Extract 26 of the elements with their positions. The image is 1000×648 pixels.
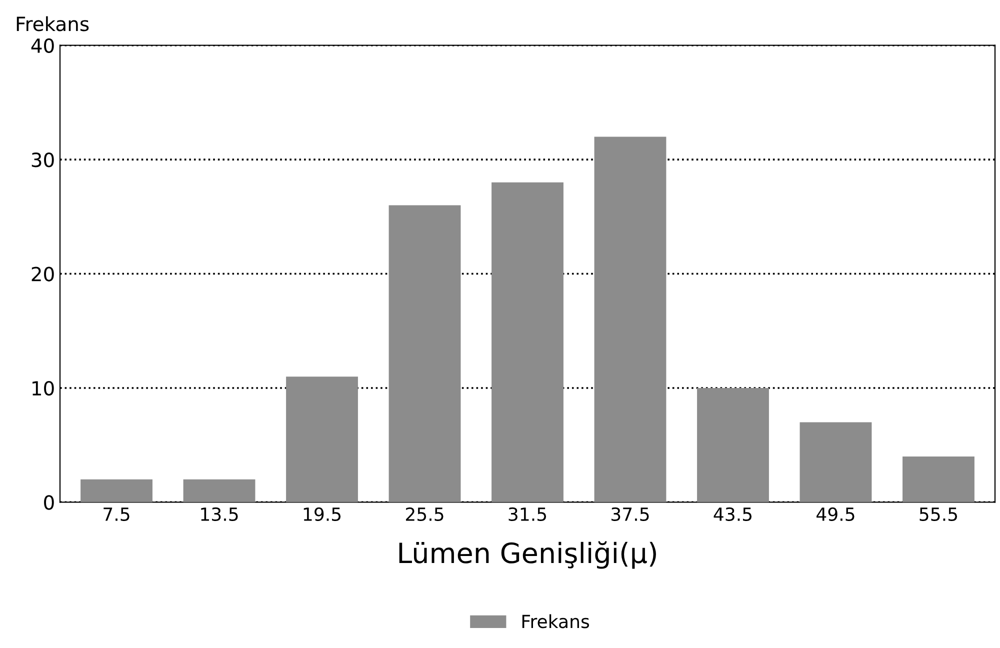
x-tick-label: 7.5 xyxy=(104,508,130,522)
x-tick-label: 43.5 xyxy=(714,507,752,522)
bar xyxy=(902,456,974,502)
bar xyxy=(697,388,769,502)
bar xyxy=(183,479,256,502)
bar xyxy=(286,376,358,502)
bar xyxy=(492,182,564,502)
x-axis-title: Lümen Genişliği(µ) xyxy=(399,541,656,569)
x-tick-label: 55.5 xyxy=(920,508,958,522)
x-tick-label: 49.5 xyxy=(816,507,854,522)
bar xyxy=(388,205,461,502)
x-tick-label: 19.5 xyxy=(304,507,341,522)
x-tick-label: 25.5 xyxy=(406,507,444,522)
x-tick-label: 13.5 xyxy=(201,507,238,522)
y-tick-label: 30 xyxy=(32,152,54,168)
y-tick-label: 0 xyxy=(44,495,54,510)
x-tick-label: 31.5 xyxy=(508,507,546,522)
x-tick-label: 37.5 xyxy=(612,507,649,522)
legend-label: Frekans xyxy=(522,614,590,628)
y-tick-label: 40 xyxy=(31,38,54,54)
bar xyxy=(80,479,152,502)
bar xyxy=(800,422,872,502)
y-axis-title: Frekans xyxy=(16,16,89,32)
y-tick-label: 10 xyxy=(32,380,54,396)
y-tick-label: 20 xyxy=(32,266,54,282)
bar xyxy=(594,136,666,502)
